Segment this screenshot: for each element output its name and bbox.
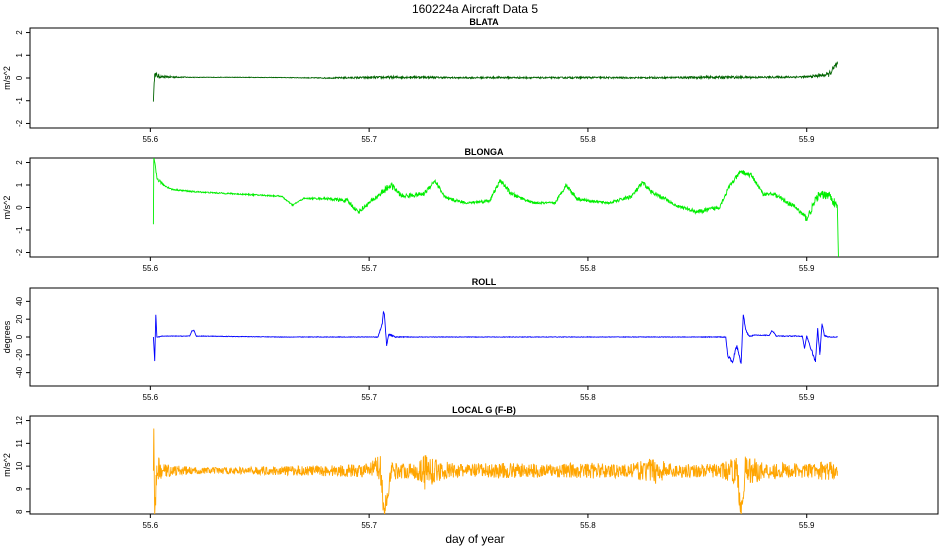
figure-title: 160224a Aircraft Data 5	[412, 2, 538, 16]
y-tick-label: -1	[15, 97, 24, 105]
plot-frame	[29, 157, 939, 258]
y-tick-label: 11	[15, 439, 24, 448]
x-axis-label: day of year	[445, 532, 504, 546]
y-tick-label: 0	[15, 334, 24, 339]
series-line	[152, 61, 838, 102]
y-tick-label: 1	[15, 182, 24, 187]
x-tick-label: 55.6	[143, 521, 159, 530]
x-tick-label: 55.8	[580, 264, 596, 273]
y-tick-label: 20	[15, 314, 24, 323]
y-tick-label: 0	[15, 75, 24, 80]
y-tick-label: -2	[15, 119, 24, 127]
y-tick-label: 0	[15, 205, 24, 210]
y-tick-label: -20	[15, 348, 24, 360]
panel-title: BLATA	[469, 17, 499, 27]
y-tick-label: 1	[15, 52, 24, 57]
x-tick-label: 55.9	[799, 135, 815, 144]
x-tick-label: 55.7	[361, 135, 377, 144]
y-axis-label: degrees	[2, 320, 12, 353]
x-tick-label: 55.7	[361, 264, 377, 273]
y-tick-label: -40	[15, 366, 24, 378]
y-tick-label: -1	[15, 226, 24, 234]
y-tick-label: 8	[15, 509, 24, 514]
series-line	[152, 158, 839, 257]
series-line	[152, 310, 838, 364]
x-tick-label: 55.9	[799, 393, 815, 402]
y-tick-label: 40	[15, 296, 24, 305]
y-tick-label: 10	[15, 461, 24, 470]
y-tick-label: 12	[15, 416, 24, 425]
y-tick-label: 9	[15, 486, 24, 491]
y-axis-label: m/s^2	[2, 66, 12, 90]
y-tick-label: 2	[15, 30, 24, 35]
x-tick-label: 55.6	[143, 135, 159, 144]
x-tick-label: 55.9	[799, 264, 815, 273]
x-tick-label: 55.6	[143, 393, 159, 402]
panel-1: BLATA m/s^2 -2 -1 0 1 2 55.6 55.7 55.8 55.9	[2, 17, 939, 144]
panel-title: ROLL	[472, 277, 497, 287]
x-tick-label: 55.8	[580, 393, 596, 402]
panel-4: LOCAL G (F-B) m/s^2 8 9 10 11 12 55.6 55.7 55.8 55…	[2, 405, 939, 530]
x-tick-label: 55.7	[361, 393, 377, 402]
plot-frame	[29, 415, 939, 515]
x-tick-label: 55.8	[580, 135, 596, 144]
x-tick-label: 55.9	[799, 521, 815, 530]
x-tick-label: 55.8	[580, 521, 596, 530]
y-axis-label: m/s^2	[2, 453, 12, 477]
panel-3: ROLL degrees -40 -20 0 20 40 55.6 55.7 55.8 55.9	[2, 277, 939, 402]
x-tick-label: 55.6	[143, 264, 159, 273]
y-tick-label: 2	[15, 160, 24, 165]
y-axis-label: m/s^2	[2, 196, 12, 220]
panel-2: BLONGA m/s^2 -2 -1 0 1 2 55.6 55.7 55.8 55.9	[2, 147, 939, 273]
panel-title: LOCAL G (F-B)	[452, 405, 516, 415]
y-tick-label: -2	[15, 248, 24, 256]
panel-title: BLONGA	[465, 147, 504, 157]
x-tick-label: 55.7	[361, 521, 377, 530]
series-line	[152, 428, 838, 514]
